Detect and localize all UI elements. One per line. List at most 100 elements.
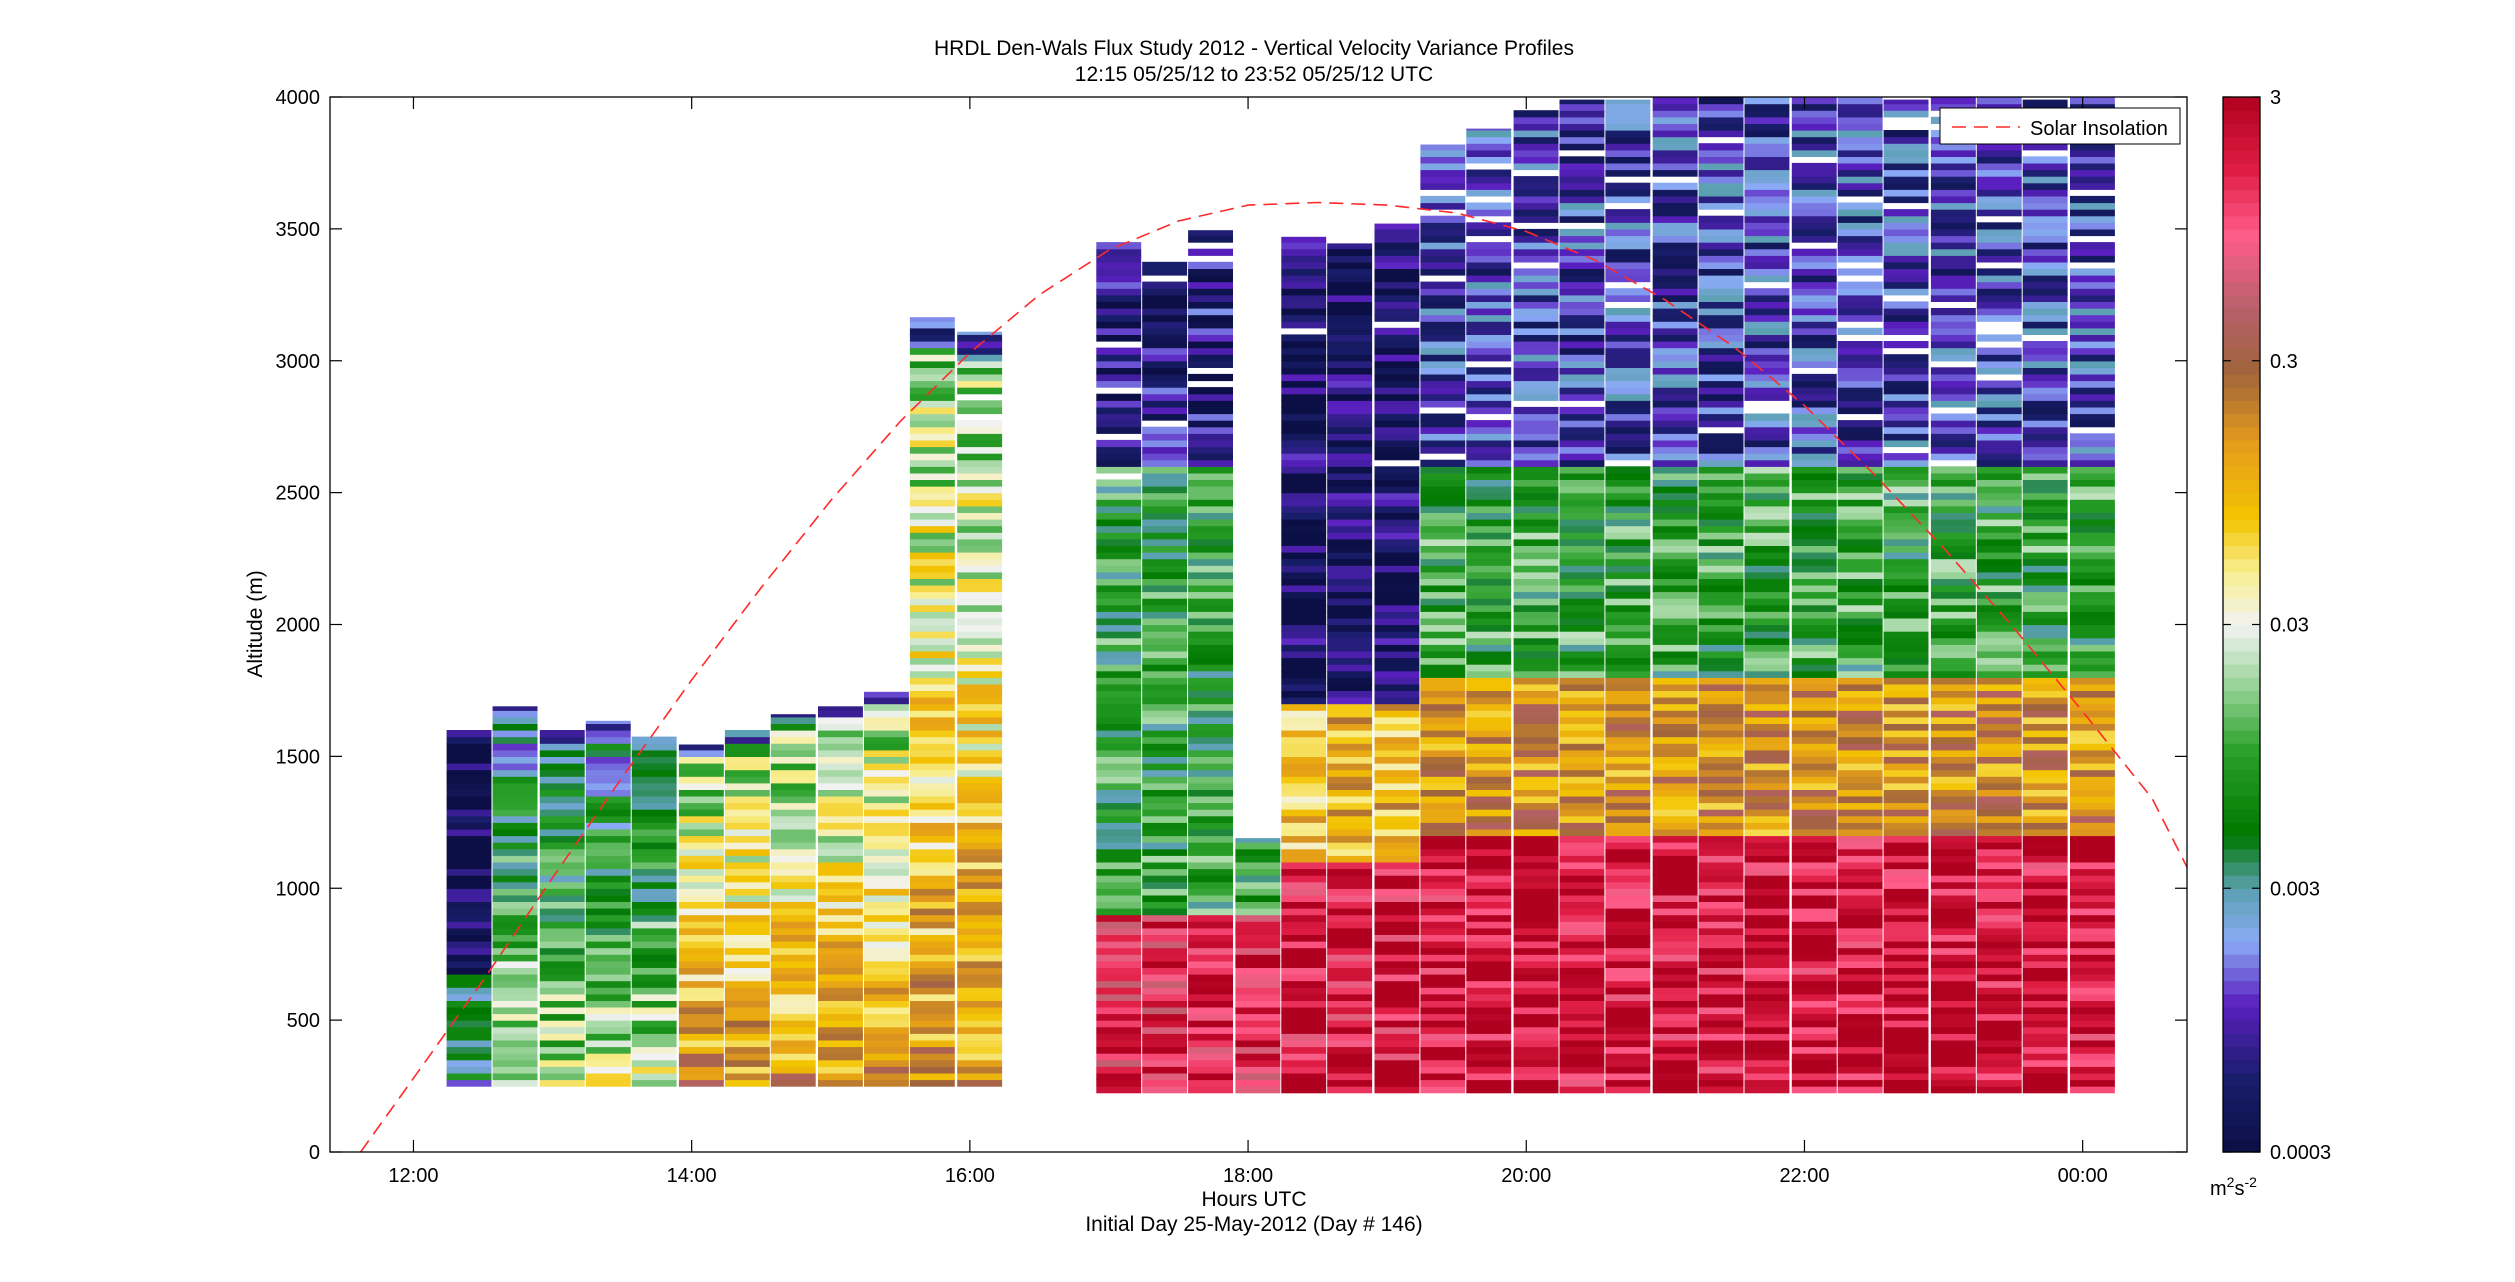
- heatmap-cell: [1235, 927, 1281, 935]
- heatmap-cell: [1744, 373, 1790, 382]
- heatmap-cell: [2022, 565, 2068, 573]
- heatmap-cell: [1605, 314, 1651, 322]
- heatmap-cell: [1698, 828, 1744, 837]
- heatmap-cell: [1744, 130, 1790, 138]
- heatmap-cell: [1652, 644, 1698, 652]
- heatmap-cell: [1142, 321, 1188, 329]
- heatmap-cell: [585, 1059, 631, 1067]
- heatmap-cell: [1374, 789, 1420, 797]
- heatmap-cell: [770, 967, 816, 975]
- heatmap-cell: [1698, 980, 1744, 988]
- heatmap-cell: [957, 453, 1003, 461]
- heatmap-cell: [1142, 519, 1188, 527]
- heatmap-cell: [1327, 532, 1373, 540]
- heatmap-cell: [1976, 275, 2022, 283]
- heatmap-cell: [1698, 730, 1744, 738]
- heatmap-cell: [1605, 868, 1651, 876]
- heatmap-cell: [1791, 756, 1837, 764]
- heatmap-cell: [631, 1072, 677, 1081]
- heatmap-cell: [909, 393, 955, 401]
- heatmap-cell: [1374, 921, 1420, 929]
- heatmap-cell: [1142, 881, 1188, 889]
- heatmap-cell: [1698, 413, 1744, 421]
- heatmap-cell: [1837, 868, 1883, 876]
- heatmap-cell: [1930, 222, 1976, 230]
- heatmap-cell: [1744, 1000, 1790, 1008]
- heatmap-cell: [1837, 980, 1883, 988]
- heatmap-cell: [1466, 875, 1512, 883]
- heatmap-cell: [1559, 301, 1605, 309]
- heatmap-cell: [2070, 182, 2115, 190]
- heatmap-cell: [1883, 235, 1929, 243]
- heatmap-cell: [585, 1033, 631, 1041]
- heatmap-cell: [1096, 822, 1142, 830]
- heatmap-cell: [909, 466, 955, 474]
- heatmap-cell: [1096, 789, 1142, 797]
- heatmap-cell: [2022, 492, 2068, 500]
- heatmap-cell: [1096, 453, 1142, 461]
- heatmap-cell: [1930, 980, 1976, 988]
- heatmap-cell: [1281, 927, 1327, 935]
- heatmap-cell: [1513, 301, 1559, 309]
- heatmap-cell: [1930, 650, 1976, 659]
- heatmap-cell: [909, 1020, 955, 1028]
- heatmap-cell: [1188, 387, 1233, 395]
- heatmap-cell: [957, 848, 1003, 856]
- heatmap-cell: [1791, 1006, 1837, 1015]
- heatmap-cell: [770, 1059, 816, 1067]
- heatmap-cell: [2070, 380, 2115, 388]
- heatmap-cell: [1837, 875, 1883, 883]
- heatmap-cell: [678, 927, 724, 935]
- heatmap-cell: [1096, 565, 1142, 573]
- heatmap-cell: [957, 782, 1003, 790]
- heatmap-cell: [1976, 901, 2022, 909]
- heatmap-cell: [957, 795, 1003, 804]
- heatmap-cell: [1420, 789, 1466, 797]
- heatmap-cell: [1466, 743, 1512, 751]
- heatmap-cell: [2022, 393, 2068, 401]
- heatmap-cell: [492, 927, 538, 935]
- heatmap-cell: [1420, 308, 1466, 316]
- heatmap-cell: [1698, 519, 1744, 527]
- heatmap-cell: [1744, 472, 1790, 480]
- heatmap-cell: [1466, 842, 1512, 850]
- heatmap-cell: [1698, 644, 1744, 652]
- heatmap-cell: [1513, 710, 1559, 718]
- heatmap-cell: [1883, 162, 1929, 171]
- heatmap-cell: [818, 881, 863, 889]
- heatmap-cell: [1142, 1046, 1188, 1054]
- heatmap-cell: [1837, 776, 1883, 784]
- heatmap-cell: [1930, 604, 1976, 612]
- heatmap-cell: [1744, 255, 1790, 263]
- heatmap-cell: [539, 822, 585, 830]
- heatmap-cell: [446, 769, 492, 777]
- heatmap-cell: [1327, 380, 1373, 388]
- heatmap-cell: [1744, 730, 1790, 738]
- heatmap-cell: [1652, 169, 1698, 177]
- heatmap-cell: [724, 828, 770, 837]
- heatmap-cell: [1837, 314, 1883, 322]
- heatmap-cell: [1142, 683, 1188, 691]
- heatmap-cell: [1327, 809, 1373, 817]
- heatmap-cell: [724, 1026, 770, 1034]
- heatmap-cell: [1976, 631, 2022, 639]
- colorbar-band: [2223, 571, 2260, 586]
- heatmap-cell: [1513, 189, 1559, 197]
- heatmap-cell: [1142, 347, 1188, 355]
- heatmap-cell: [1281, 644, 1327, 652]
- heatmap-cell: [1513, 209, 1559, 217]
- heatmap-cell: [1513, 182, 1559, 190]
- heatmap-cell: [1652, 578, 1698, 586]
- heatmap-cell: [1513, 387, 1559, 395]
- heatmap-cell: [1605, 835, 1651, 843]
- heatmap-cell: [1605, 683, 1651, 691]
- heatmap-cell: [2070, 275, 2115, 283]
- heatmap-cell: [1096, 1072, 1142, 1081]
- heatmap-cell: [2022, 802, 2068, 810]
- heatmap-cell: [1096, 611, 1142, 619]
- heatmap-cell: [1744, 690, 1790, 698]
- heatmap-cell: [631, 1026, 677, 1034]
- heatmap-cell: [2022, 275, 2068, 283]
- heatmap-cell: [1420, 908, 1466, 916]
- heatmap-cell: [1605, 598, 1651, 606]
